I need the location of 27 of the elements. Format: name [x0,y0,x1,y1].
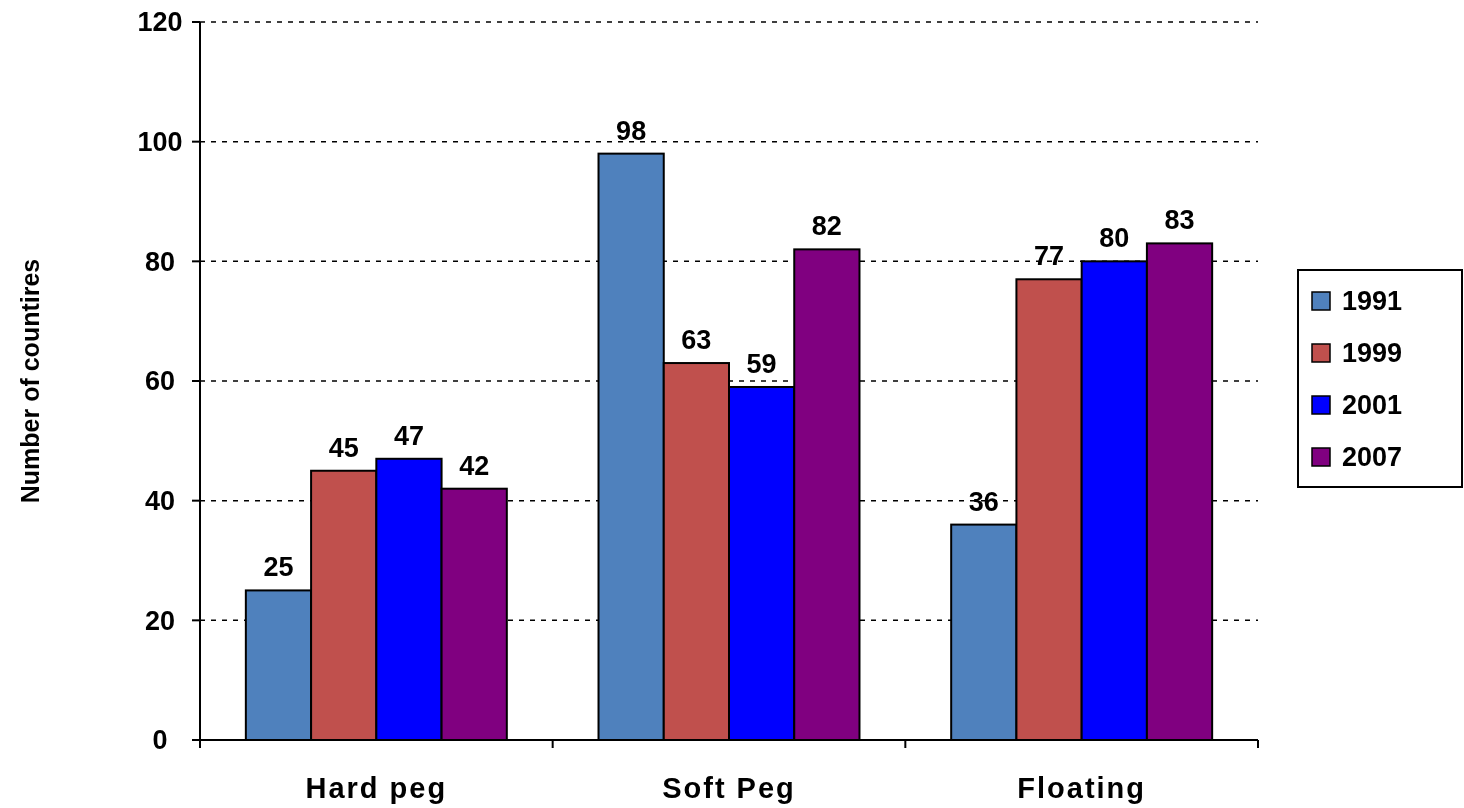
data-label: 36 [968,486,999,517]
y-tick-label: 80 [144,246,176,277]
data-label: 80 [1099,223,1130,254]
legend-label: 1999 [1342,338,1403,369]
y-tick-label: 100 [137,127,183,158]
data-label: 82 [811,211,842,242]
legend-label: 2007 [1342,442,1403,473]
y-tick-label: 120 [137,7,183,38]
data-label: 45 [328,432,359,463]
data-label: 98 [616,115,647,146]
legend-label: 2001 [1342,390,1403,421]
data-label: 59 [746,348,777,379]
y-axis-title: Number of countires [15,258,44,504]
y-tick-label: 40 [144,486,176,517]
x-tick-label: Hard peg [305,772,448,804]
data-label: 25 [263,552,294,583]
data-label: 77 [1034,241,1065,272]
data-label: 63 [681,325,712,356]
y-tick-label: 0 [152,725,168,756]
y-tick-label: 60 [144,366,176,397]
data-label: 47 [393,420,424,451]
x-tick-label: Floating [1017,772,1147,804]
legend-label: 1991 [1342,286,1403,317]
y-tick-label: 20 [144,605,176,636]
data-label: 42 [459,450,490,481]
data-label: 83 [1164,205,1195,236]
x-tick-label: Soft Peg [662,772,796,804]
